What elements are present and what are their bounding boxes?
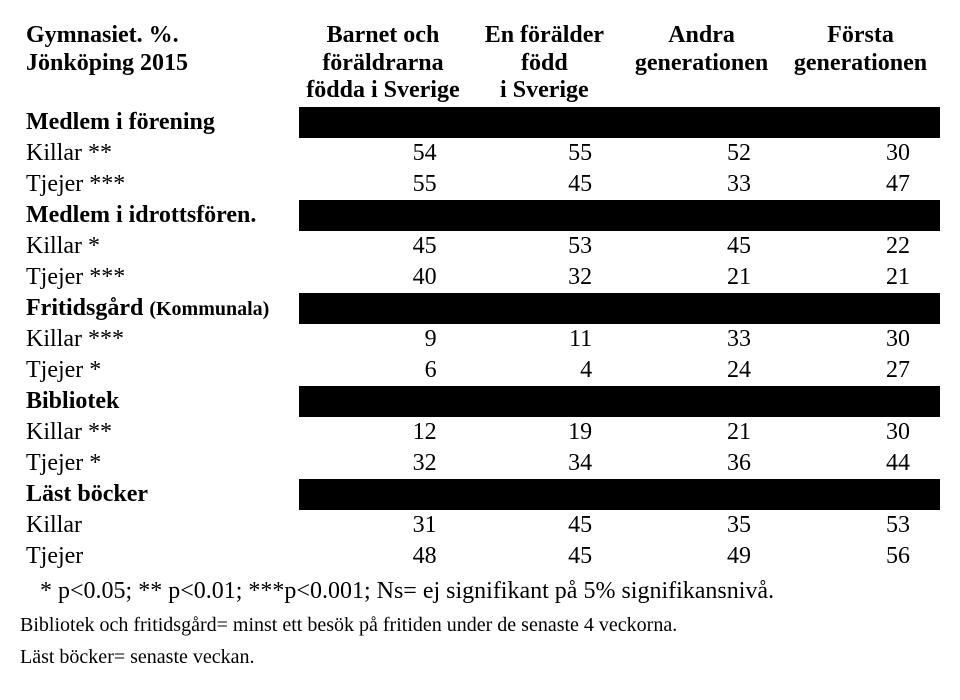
header-row: Gymnasiet. %. Jönköping 2015 Barnet och … [20, 20, 940, 107]
header-col2: En förälder född i Sverige [467, 20, 622, 107]
cell: 48 [299, 541, 466, 572]
row-label: Killar [20, 510, 299, 541]
data-table: Gymnasiet. %. Jönköping 2015 Barnet och … [20, 20, 940, 572]
cell: 32 [299, 448, 466, 479]
header-col4: Första generationen [781, 20, 940, 107]
header-title: Gymnasiet. %. Jönköping 2015 [20, 20, 299, 107]
cell: 49 [622, 541, 781, 572]
title-line1: Gymnasiet. %. [26, 22, 179, 48]
section-label: Medlem i idrottsfören. [20, 200, 299, 231]
cell: 55 [299, 169, 466, 200]
table-row: Tjejer * 32 34 36 44 [20, 448, 940, 479]
cell: 33 [622, 169, 781, 200]
cell: 21 [781, 262, 940, 293]
row-label: Tjejer * [20, 448, 299, 479]
cell: 11 [467, 324, 622, 355]
section-label: Läst böcker [20, 479, 299, 510]
cell: 35 [622, 510, 781, 541]
table-row: Tjejer 48 45 49 56 [20, 541, 940, 572]
cell: 53 [781, 510, 940, 541]
section-idrottsforen: Medlem i idrottsfören. [20, 200, 940, 231]
table-row: Tjejer *** 55 45 33 47 [20, 169, 940, 200]
cell: 9 [299, 324, 466, 355]
row-label: Tjejer *** [20, 169, 299, 200]
header-col3: Andra generationen [622, 20, 781, 107]
table-row: Killar ** 54 55 52 30 [20, 138, 940, 169]
cell: 30 [781, 417, 940, 448]
header-col1: Barnet och föräldrarna födda i Sverige [299, 20, 466, 107]
cell: 54 [299, 138, 466, 169]
cell: 34 [467, 448, 622, 479]
row-label: Tjejer * [20, 355, 299, 386]
cell: 31 [299, 510, 466, 541]
row-label: Killar ** [20, 417, 299, 448]
cell: 45 [467, 510, 622, 541]
section-label: Fritidsgård (Kommunala) [20, 293, 299, 324]
cell: 45 [299, 231, 466, 262]
title-line2: Jönköping 2015 [26, 50, 188, 76]
cell: 32 [467, 262, 622, 293]
cell: 52 [622, 138, 781, 169]
table-row: Killar * 45 53 45 22 [20, 231, 940, 262]
cell: 36 [622, 448, 781, 479]
cell: 19 [467, 417, 622, 448]
section-fritidsgard: Fritidsgård (Kommunala) [20, 293, 940, 324]
section-bar [299, 479, 940, 510]
section-last-bocker: Läst böcker [20, 479, 940, 510]
cell: 21 [622, 262, 781, 293]
significance-note: * p<0.05; ** p<0.01; ***p<0.001; Ns= ej … [20, 578, 940, 605]
cell: 55 [467, 138, 622, 169]
row-label: Killar ** [20, 138, 299, 169]
row-label: Killar *** [20, 324, 299, 355]
section-bar [299, 107, 940, 138]
row-label: Killar * [20, 231, 299, 262]
cell: 30 [781, 324, 940, 355]
table-row: Killar *** 9 11 33 30 [20, 324, 940, 355]
table-row: Tjejer * 6 4 24 27 [20, 355, 940, 386]
cell: 12 [299, 417, 466, 448]
cell: 40 [299, 262, 466, 293]
cell: 44 [781, 448, 940, 479]
cell: 45 [467, 169, 622, 200]
cell: 33 [622, 324, 781, 355]
cell: 45 [622, 231, 781, 262]
section-bar [299, 293, 940, 324]
cell: 24 [622, 355, 781, 386]
table-row: Killar ** 12 19 21 30 [20, 417, 940, 448]
footnote-1: Bibliotek och fritidsgård= minst ett bes… [20, 613, 940, 637]
row-label: Tjejer [20, 541, 299, 572]
footnote-2: Läst böcker= senaste veckan. [20, 645, 940, 669]
cell: 21 [622, 417, 781, 448]
table-row: Killar 31 45 35 53 [20, 510, 940, 541]
cell: 30 [781, 138, 940, 169]
cell: 47 [781, 169, 940, 200]
cell: 22 [781, 231, 940, 262]
section-label: Medlem i förening [20, 107, 299, 138]
section-medlem-forening: Medlem i förening [20, 107, 940, 138]
cell: 4 [467, 355, 622, 386]
cell: 6 [299, 355, 466, 386]
cell: 45 [467, 541, 622, 572]
cell: 53 [467, 231, 622, 262]
section-bar [299, 200, 940, 231]
row-label: Tjejer *** [20, 262, 299, 293]
section-bibliotek: Bibliotek [20, 386, 940, 417]
table-row: Tjejer *** 40 32 21 21 [20, 262, 940, 293]
cell: 56 [781, 541, 940, 572]
section-bar [299, 386, 940, 417]
cell: 27 [781, 355, 940, 386]
section-label: Bibliotek [20, 386, 299, 417]
